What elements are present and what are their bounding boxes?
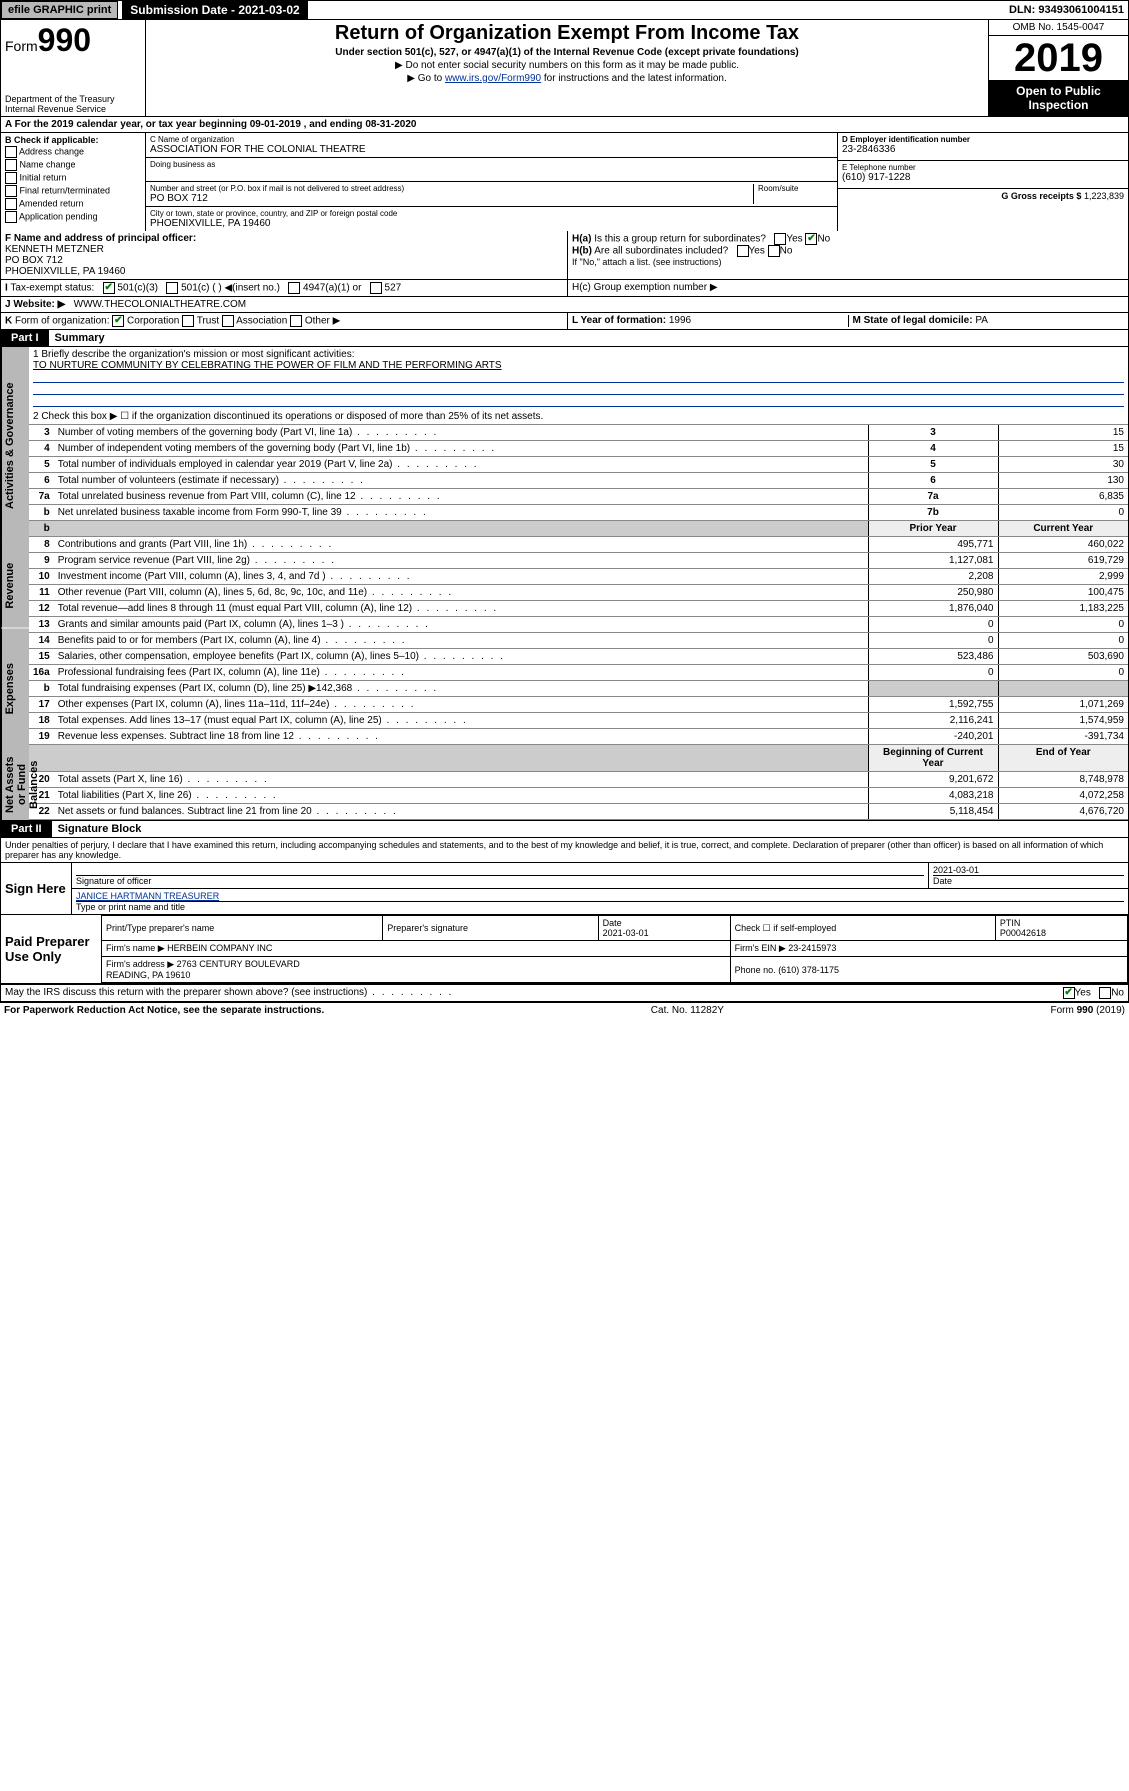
ein-cell: D Employer identification number 23-2846… [838,133,1128,161]
perjury-statement: Under penalties of perjury, I declare th… [0,838,1129,863]
footer: For Paperwork Reduction Act Notice, see … [0,1002,1129,1018]
tab-revenue: Revenue [1,544,29,628]
note-ssn: ▶ Do not enter social security numbers o… [152,60,982,71]
summary-section: Activities & Governance Revenue Expenses… [0,347,1129,821]
tab-balances: Net Assets or Fund Balances [1,749,29,820]
city-cell: City or town, state or province, country… [146,207,837,231]
open-to-public: Open to Public Inspection [989,80,1128,116]
department: Department of the Treasury Internal Reve… [5,94,141,114]
part-1-header: Part I Summary [0,330,1129,347]
row-a-tax-year: A For the 2019 calendar year, or tax yea… [0,117,1129,133]
efile-button[interactable]: efile GRAPHIC print [1,1,118,19]
dba-cell: Doing business as [146,158,837,182]
address-cell: Number and street (or P.O. box if mail i… [146,182,837,207]
tax-year: 2019 [989,36,1128,80]
signature-block: Sign Here Signature of officer 2021-03-0… [0,863,1129,985]
irs-link[interactable]: www.irs.gov/Form990 [445,73,541,84]
officer-name-link[interactable]: JANICE HARTMANN TREASURER [76,891,219,901]
note-link: ▶ Go to www.irs.gov/Form990 for instruct… [152,73,982,84]
col-b-checkboxes: B Check if applicable: Address change Na… [1,133,146,231]
dln: DLN: 93493061004151 [1009,4,1128,16]
preparer-table: Print/Type preparer's name Preparer's si… [101,915,1128,983]
gross-receipts-cell: G Gross receipts $ 1,223,839 [838,189,1128,217]
tab-expenses: Expenses [1,628,29,749]
form-header: Form990 Department of the Treasury Inter… [0,20,1129,117]
form-title: Return of Organization Exempt From Incom… [152,22,982,45]
form-number: Form990 [5,22,141,59]
section-bcdeg: B Check if applicable: Address change Na… [0,133,1129,231]
top-bar: efile GRAPHIC print Submission Date - 20… [0,0,1129,20]
summary-table: 1 Briefly describe the organization's mi… [29,347,1128,820]
row-i-hc: I Tax-exempt status: 501(c)(3) 501(c) ( … [0,280,1129,297]
row-j-website: J Website: ▶ WWW.THECOLONIALTHEATRE.COM [0,297,1129,313]
row-fh: F Name and address of principal officer:… [0,231,1129,280]
phone-cell: E Telephone number (610) 917-1228 [838,161,1128,189]
submission-date-label: Submission Date - 2021-03-02 [122,1,307,19]
discuss-row: May the IRS discuss this return with the… [0,985,1129,1002]
org-name-cell: C Name of organization ASSOCIATION FOR T… [146,133,837,158]
part-2-header: Part II Signature Block [0,821,1129,838]
tab-governance: Activities & Governance [1,347,29,544]
omb-number: OMB No. 1545-0047 [989,20,1128,36]
row-klm: K Form of organization: Corporation Trus… [0,313,1129,330]
form-subtitle: Under section 501(c), 527, or 4947(a)(1)… [152,47,982,58]
